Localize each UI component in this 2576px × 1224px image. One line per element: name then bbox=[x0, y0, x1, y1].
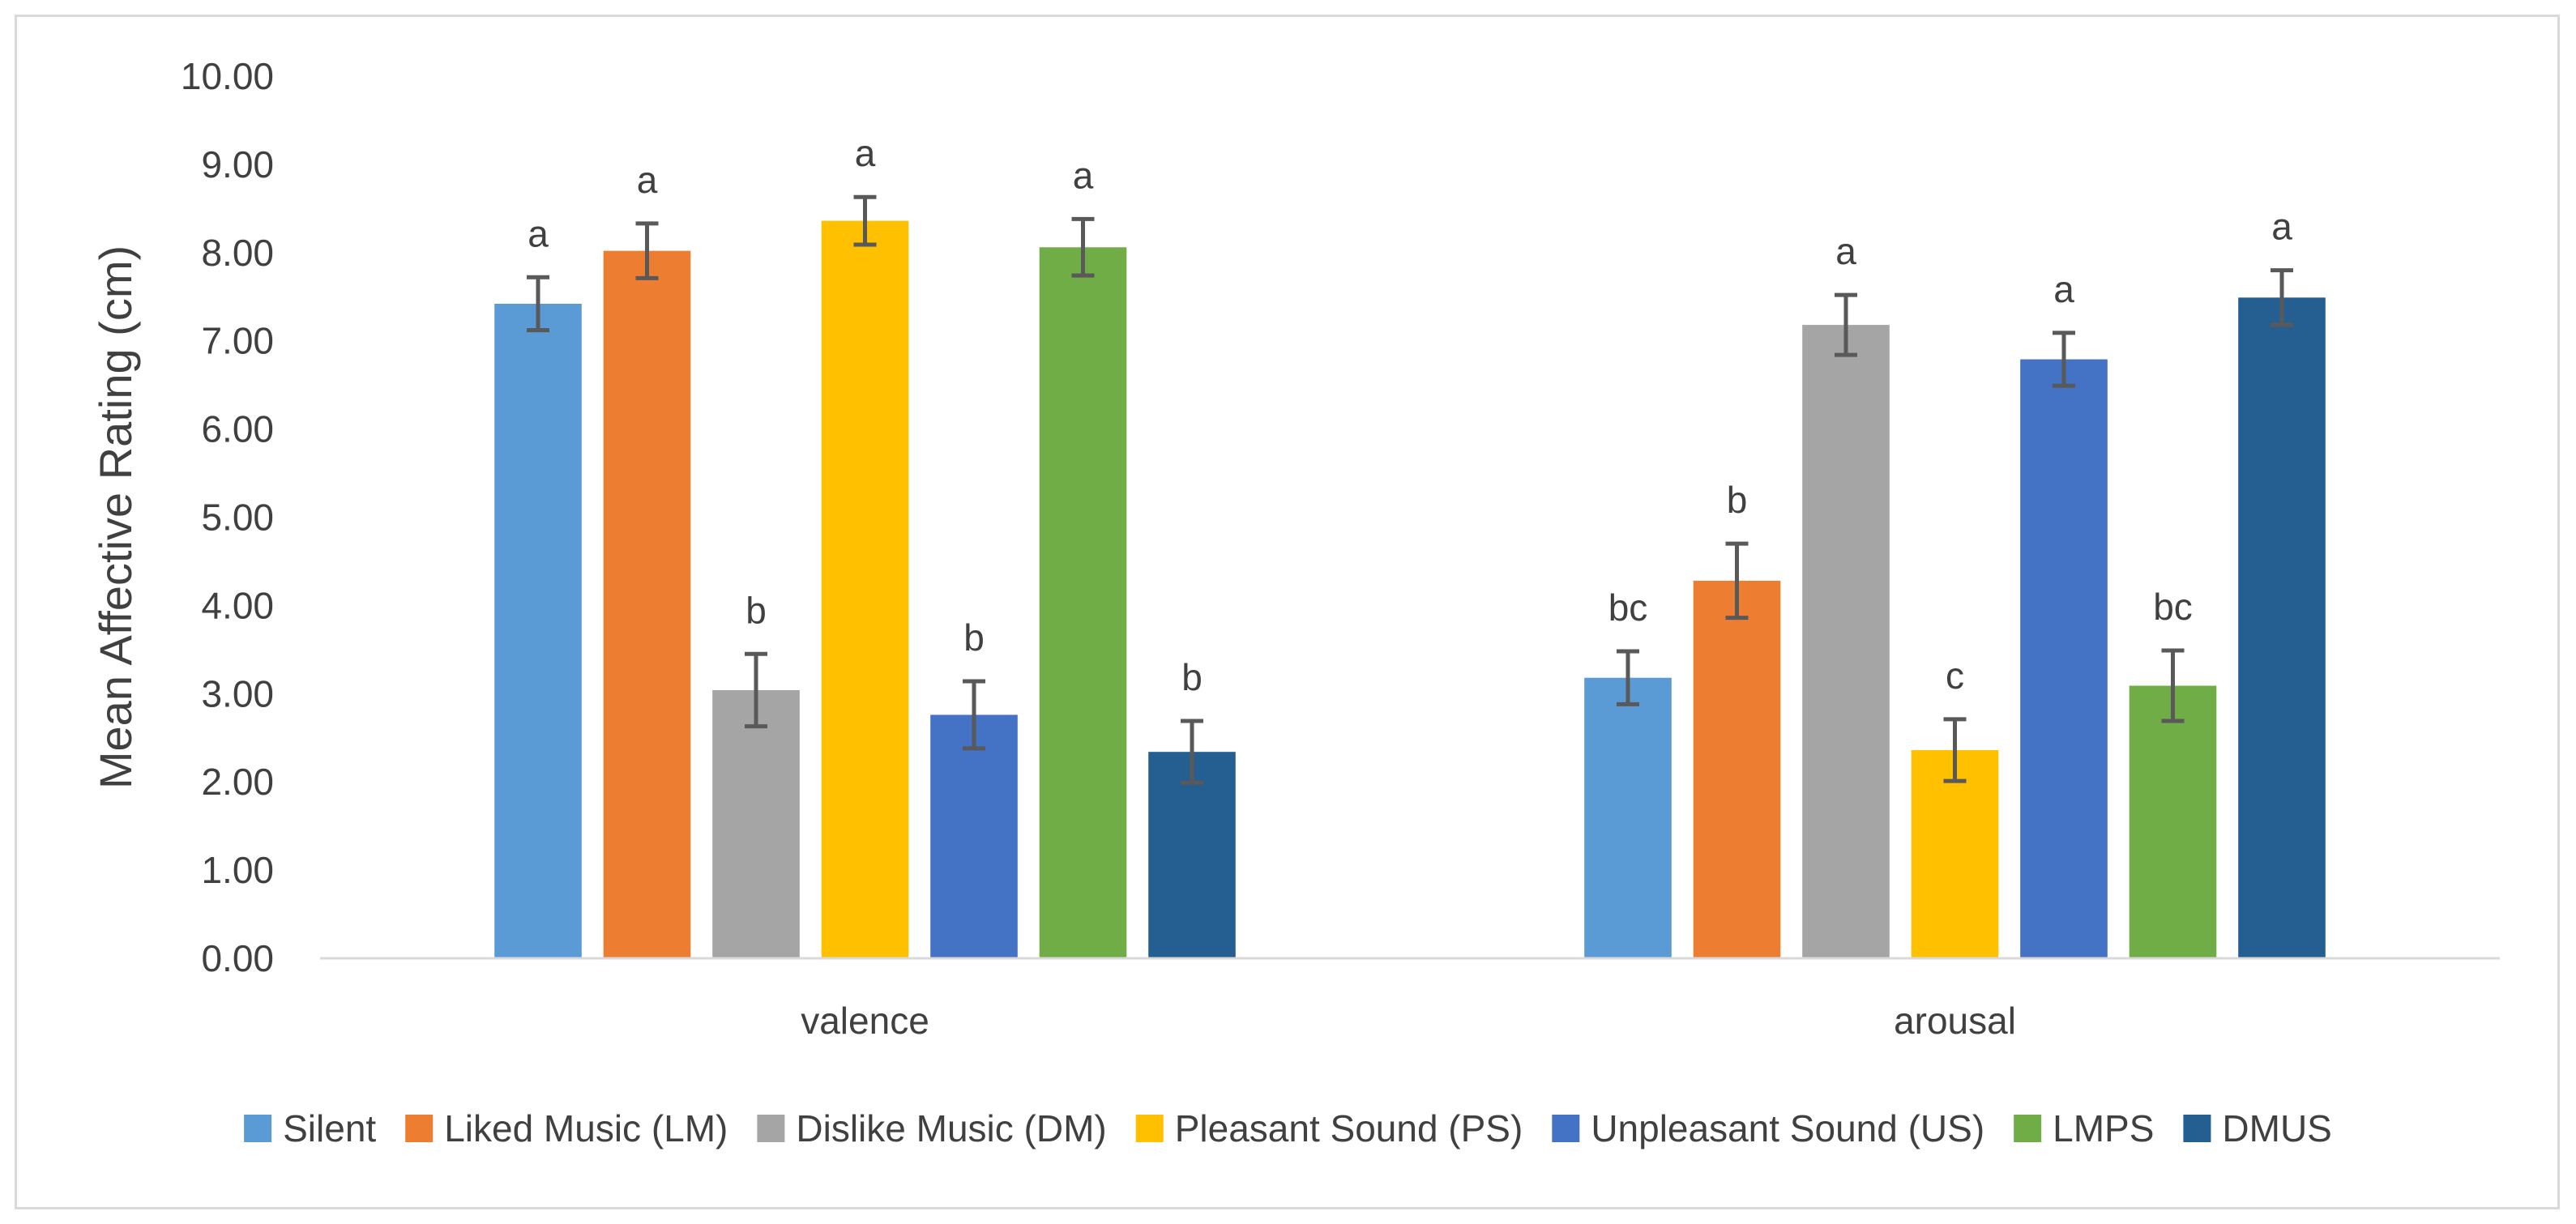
bar bbox=[1802, 325, 1890, 958]
bar bbox=[2020, 359, 2108, 959]
legend-swatch bbox=[244, 1115, 272, 1142]
bar bbox=[930, 714, 1018, 958]
y-tick-label: 0.00 bbox=[201, 937, 274, 979]
y-tick-label: 6.00 bbox=[201, 408, 274, 450]
significance-label: b bbox=[1181, 656, 1203, 698]
bar bbox=[1693, 580, 1781, 958]
chart-frame bbox=[15, 15, 2560, 1209]
y-tick-label: 4.00 bbox=[201, 584, 274, 626]
bar bbox=[1039, 247, 1127, 958]
legend-swatch bbox=[757, 1115, 785, 1142]
legend-label: Pleasant Sound (PS) bbox=[1175, 1107, 1523, 1149]
y-tick-label: 9.00 bbox=[201, 143, 274, 186]
bar bbox=[1148, 752, 1236, 958]
significance-label: a bbox=[855, 132, 876, 174]
legend-label: Silent bbox=[283, 1107, 376, 1149]
legend-swatch bbox=[2014, 1115, 2042, 1142]
bars bbox=[494, 220, 2326, 959]
bar bbox=[603, 250, 691, 958]
x-axis-category-labels: valence arousal bbox=[801, 1000, 2016, 1042]
x-category-label: valence bbox=[801, 1000, 929, 1042]
bar bbox=[2238, 297, 2326, 958]
significance-label: a bbox=[1835, 230, 1856, 272]
significance-label: a bbox=[2053, 268, 2074, 310]
significance-label: bc bbox=[1608, 586, 1648, 629]
bar bbox=[1911, 749, 1999, 958]
y-tick-label: 8.00 bbox=[201, 232, 274, 274]
significance-label: b bbox=[745, 589, 767, 631]
legend-swatch bbox=[1135, 1115, 1164, 1142]
y-tick-label: 2.00 bbox=[201, 761, 274, 803]
y-tick-label: 7.00 bbox=[201, 320, 274, 362]
bar bbox=[1584, 677, 1672, 958]
legend-label: Dislike Music (DM) bbox=[796, 1107, 1106, 1149]
x-category-label: arousal bbox=[1894, 1000, 2016, 1042]
significance-label: a bbox=[637, 159, 658, 201]
legend-label: Liked Music (LM) bbox=[444, 1107, 728, 1149]
legend-swatch bbox=[405, 1115, 434, 1142]
bar bbox=[2129, 685, 2217, 958]
legend-swatch bbox=[2183, 1115, 2211, 1142]
bar bbox=[494, 303, 582, 958]
legend-label: LMPS bbox=[2053, 1107, 2154, 1149]
significance-label: b bbox=[1727, 479, 1748, 521]
significance-labels: a a b a b a b bc b a c a bc a bbox=[528, 132, 2292, 698]
bar bbox=[821, 220, 909, 958]
significance-label: a bbox=[2271, 206, 2292, 248]
y-axis-ticks: 0.00 1.00 2.00 3.00 4.00 5.00 6.00 7.00 8.00 9.00… bbox=[181, 55, 274, 979]
legend-label: DMUS bbox=[2222, 1107, 2331, 1149]
y-tick-label: 3.00 bbox=[201, 672, 274, 714]
y-tick-label: 1.00 bbox=[201, 849, 274, 891]
bar bbox=[712, 689, 800, 958]
significance-label: c bbox=[1946, 655, 1964, 697]
legend-label: Unpleasant Sound (US) bbox=[1591, 1107, 1984, 1149]
error-bars bbox=[527, 194, 2293, 785]
significance-label: b bbox=[963, 616, 985, 659]
y-tick-label: 10.00 bbox=[181, 55, 274, 97]
legend-swatch bbox=[1552, 1115, 1580, 1142]
legend: Silent Liked Music (LM) Dislike Music (DM)… bbox=[244, 1107, 2332, 1149]
significance-label: a bbox=[1073, 154, 1094, 196]
y-axis-title: Mean Affective Rating (cm) bbox=[90, 245, 141, 789]
significance-label: bc bbox=[2153, 586, 2193, 628]
y-tick-label: 5.00 bbox=[201, 497, 274, 539]
significance-label: a bbox=[528, 212, 549, 254]
